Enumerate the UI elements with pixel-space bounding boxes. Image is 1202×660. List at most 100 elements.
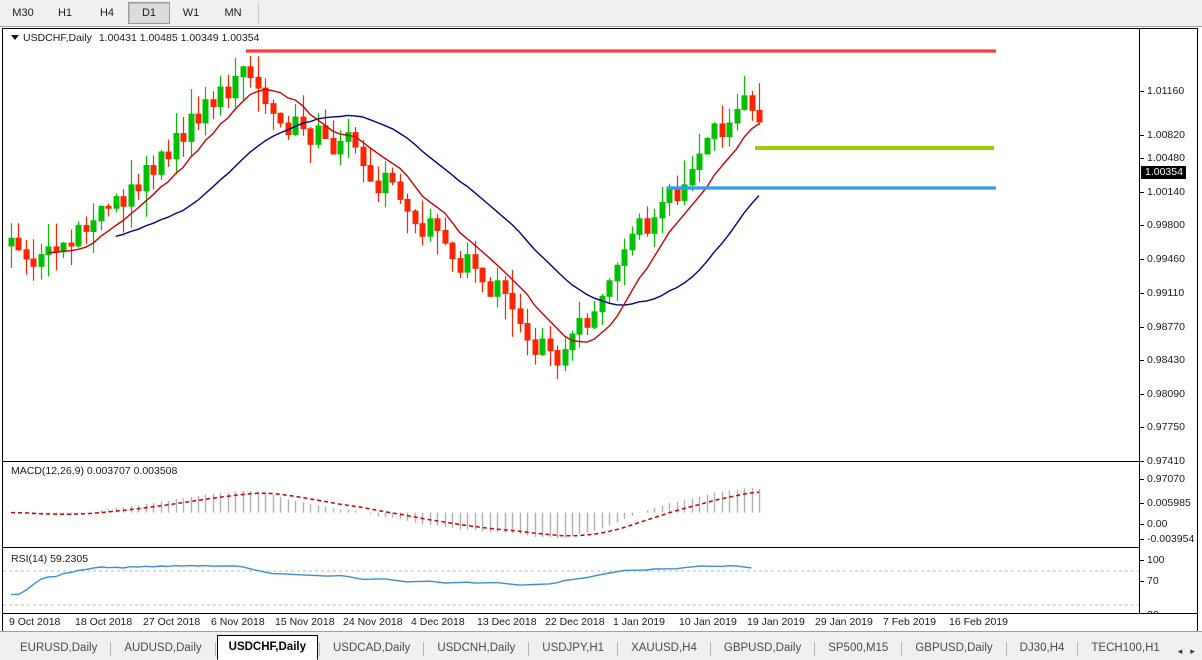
time-tick-label: 27 Oct 2018 bbox=[143, 616, 201, 628]
tab-divider bbox=[709, 642, 711, 656]
timeframe-m30[interactable]: M30 bbox=[12, 7, 34, 19]
candle-body bbox=[629, 233, 636, 251]
timeframe-h1[interactable]: H1 bbox=[57, 7, 73, 19]
candle-body bbox=[195, 113, 202, 124]
candle-body bbox=[8, 237, 15, 247]
macd-histogram bbox=[17, 488, 761, 539]
time-tick-label: 9 Oct 2018 bbox=[9, 616, 61, 628]
time-tick-label: 19 Jan 2019 bbox=[747, 616, 805, 628]
candle-body bbox=[517, 308, 524, 324]
price-tick: 1.00480 bbox=[1140, 152, 1185, 164]
candle-body bbox=[621, 249, 628, 266]
macd-label: MACD(12,26,9) 0.003707 0.003508 bbox=[11, 465, 178, 477]
candle-body bbox=[734, 108, 741, 124]
candlestick-series bbox=[8, 55, 763, 380]
candle-body bbox=[158, 151, 165, 175]
chart-tab-tech100-h1[interactable]: TECH100,H1 bbox=[1091, 642, 1160, 654]
candle-body bbox=[307, 128, 314, 145]
candle-body bbox=[247, 66, 254, 78]
price-tick: 0.97410 bbox=[1140, 455, 1185, 467]
timeframe-d1[interactable]: D1 bbox=[128, 2, 170, 24]
tab-divider bbox=[901, 642, 903, 656]
scroll-right-icon[interactable]: ▸ bbox=[1190, 646, 1195, 656]
chevron-down-icon[interactable] bbox=[11, 34, 19, 40]
chart-tab-dj30-h4[interactable]: DJ30,H4 bbox=[1019, 642, 1065, 654]
candle-body bbox=[173, 133, 180, 160]
price-pane[interactable] bbox=[3, 29, 1139, 461]
candle-body bbox=[524, 323, 531, 341]
candle-body bbox=[487, 281, 494, 297]
candle-body bbox=[502, 280, 509, 294]
timeframe-h4[interactable]: H4 bbox=[99, 7, 115, 19]
candle-body bbox=[375, 180, 382, 194]
symbol-ohlc-label: USDCHF,Daily 1.00431 1.00485 1.00349 1.00… bbox=[11, 32, 259, 44]
indicator-scale-tick: 100 bbox=[1140, 554, 1165, 566]
candle-body bbox=[464, 254, 471, 273]
candle-body bbox=[756, 109, 763, 123]
timeframe-mn[interactable]: MN bbox=[224, 7, 242, 19]
time-tick-label: 16 Feb 2019 bbox=[949, 616, 1008, 628]
candle-body bbox=[75, 225, 82, 247]
ohlc-values: 1.00431 1.00485 1.00349 1.00354 bbox=[98, 32, 260, 44]
chart-tab-usdjpy-h1[interactable]: USDJPY,H1 bbox=[542, 642, 605, 654]
candle-body bbox=[23, 249, 30, 260]
candle-body bbox=[472, 254, 479, 269]
macd-svg bbox=[10, 488, 761, 539]
price-tick: 0.97750 bbox=[1140, 421, 1185, 433]
chart-frame: 1.01160 1.00820 1.00480 1.00140 0.99800 0.994… bbox=[2, 28, 1198, 639]
candle-body bbox=[210, 99, 217, 107]
candle-body bbox=[277, 112, 284, 124]
timeframe-w1[interactable]: W1 bbox=[182, 7, 200, 19]
rsi-svg bbox=[3, 564, 1139, 606]
time-scale[interactable]: 9 Oct 2018 18 Oct 2018 27 Oct 2018 6 Nov 20… bbox=[3, 613, 1197, 631]
rsi-pane[interactable] bbox=[3, 551, 1139, 613]
price-scale[interactable]: 1.01160 1.00820 1.00480 1.00140 0.99800 0.994… bbox=[1139, 29, 1197, 639]
candle-body bbox=[711, 123, 718, 139]
candle-body bbox=[659, 201, 666, 219]
candle-body bbox=[45, 246, 52, 256]
candle-body bbox=[427, 218, 434, 237]
chart-tab-gbpusd-daily[interactable]: GBPUSD,Daily bbox=[723, 642, 802, 654]
chart-tab-xauusd-h4[interactable]: XAUUSD,H4 bbox=[631, 642, 697, 654]
candle-body bbox=[412, 210, 419, 225]
chart-tab-gbpusd-daily[interactable]: GBPUSD,Daily bbox=[915, 642, 993, 654]
candle-body bbox=[232, 76, 239, 99]
candle-body bbox=[217, 86, 224, 107]
candle-body bbox=[337, 140, 344, 155]
chart-tab-audusd-daily[interactable]: AUDUSD,Daily bbox=[124, 642, 202, 654]
price-tick: 0.98090 bbox=[1140, 388, 1185, 400]
tab-scroll-controls: ◂ ▸ bbox=[1174, 646, 1199, 657]
chart-tab-eurusd-daily[interactable]: EURUSD,Daily bbox=[20, 642, 98, 654]
indicator-scale-tick: -0.003954 bbox=[1140, 533, 1194, 545]
chart-tab-sp500-m15[interactable]: SP500,M15 bbox=[828, 642, 889, 654]
candle-body bbox=[397, 181, 404, 200]
candle-body bbox=[202, 99, 209, 124]
candle-body bbox=[150, 165, 157, 175]
candle-body bbox=[457, 258, 464, 273]
candle-body bbox=[270, 103, 277, 114]
indicator-scale-tick: 70 bbox=[1140, 575, 1159, 587]
candle-body bbox=[479, 267, 486, 283]
chart-tab-usdcnh-daily[interactable]: USDCNH,Daily bbox=[437, 642, 516, 654]
chart-tab-usdcad-daily[interactable]: USDCAD,Daily bbox=[332, 642, 411, 654]
scroll-left-icon[interactable]: ◂ bbox=[1177, 646, 1183, 656]
rsi-line bbox=[11, 564, 752, 596]
candle-body bbox=[442, 230, 449, 244]
chart-tab-usdchf-daily[interactable]: USDCHF,Daily bbox=[216, 635, 318, 660]
candle-body bbox=[188, 113, 195, 142]
candle-body bbox=[449, 242, 456, 260]
chart-area[interactable]: 1.01160 1.00820 1.00480 1.00140 0.99800 0.994… bbox=[0, 27, 1202, 639]
candle-body bbox=[105, 205, 112, 209]
candle-body bbox=[606, 280, 613, 297]
time-tick-label: 18 Oct 2018 bbox=[75, 616, 133, 628]
time-tick-label: 24 Nov 2018 bbox=[343, 616, 403, 628]
candle-body bbox=[352, 132, 359, 148]
candle-body bbox=[68, 242, 75, 247]
candle-body bbox=[614, 264, 621, 282]
ma-fast-line bbox=[48, 88, 760, 343]
timeframe-toolbar: M30 H1 H4 D1 W1 MN bbox=[0, 0, 1202, 27]
macd-pane[interactable] bbox=[3, 465, 1139, 547]
candle-body bbox=[554, 350, 561, 366]
chart-tabs: EURUSD,Daily AUDUSD,Daily USDCHF,Daily USDC… bbox=[8, 635, 1172, 660]
candle-body bbox=[704, 138, 711, 155]
